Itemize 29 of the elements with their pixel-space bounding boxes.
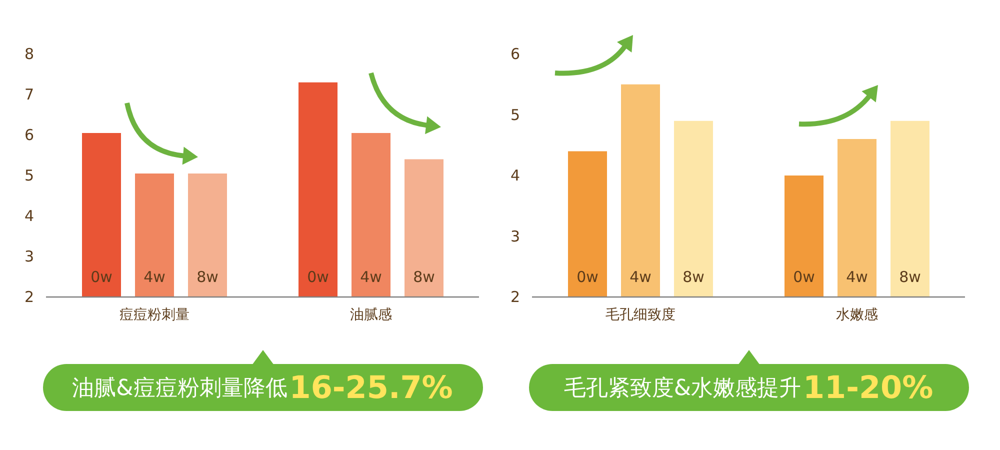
series-label: 0w: [576, 268, 598, 286]
y-tick-label: 6: [510, 45, 520, 63]
y-tick-label: 7: [24, 86, 34, 104]
text: 4w: [360, 268, 382, 286]
text: 8w: [899, 268, 921, 286]
x-tick-label: 油腻感: [350, 307, 392, 323]
series-label: 0w: [90, 268, 112, 286]
y-tick-label: 3: [510, 227, 520, 246]
x-tick-label: 水嫩感: [836, 307, 878, 323]
y-tick-label: 2: [24, 288, 34, 306]
text: 0w: [793, 268, 815, 286]
x-tick-label: 痘痘粉刺量: [119, 307, 190, 323]
y-tick-label: 6: [24, 126, 34, 144]
series-label: 8w: [196, 268, 218, 286]
text: 油腻&痘痘粉刺量降低16-25.7%: [72, 370, 453, 406]
series-label: 8w: [682, 268, 704, 286]
series-label: 4w: [144, 268, 166, 286]
y-tick-label: 4: [24, 207, 34, 225]
y-tick-label: 5: [24, 166, 34, 184]
y-tick-label: 3: [24, 248, 34, 266]
text: 0w: [307, 268, 329, 286]
y-tick-label: 4: [510, 166, 520, 184]
text: 8w: [413, 268, 435, 286]
y-tick-label: 2: [510, 288, 520, 306]
y-tick-label: 5: [510, 106, 520, 124]
y-tick-label: 8: [24, 45, 34, 63]
x-tick-label: 毛孔细致度: [605, 307, 676, 323]
text: 4w: [846, 268, 868, 286]
series-label: 4w: [630, 268, 652, 286]
